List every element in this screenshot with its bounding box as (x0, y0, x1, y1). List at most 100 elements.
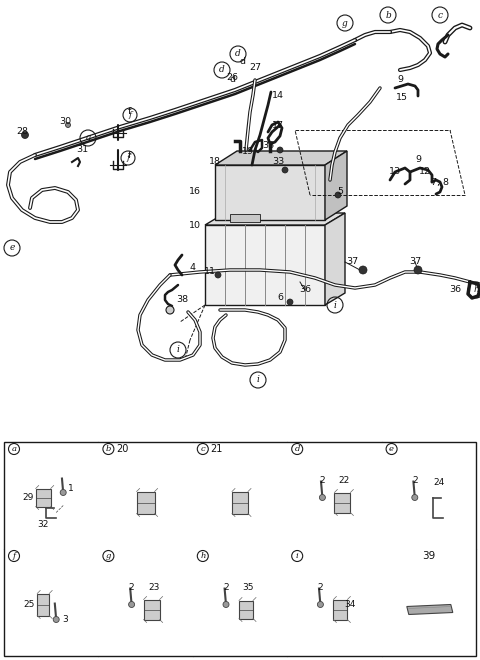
Text: 20: 20 (116, 444, 129, 454)
Circle shape (129, 601, 134, 607)
Text: 26: 26 (226, 73, 238, 82)
Text: 29: 29 (23, 493, 34, 502)
Circle shape (412, 494, 418, 500)
FancyBboxPatch shape (215, 165, 325, 220)
Text: 24: 24 (433, 478, 444, 487)
Text: h: h (200, 552, 205, 560)
Circle shape (223, 601, 229, 607)
Circle shape (22, 131, 28, 139)
Text: 38: 38 (176, 296, 188, 304)
Text: i: i (334, 300, 336, 310)
FancyBboxPatch shape (137, 492, 155, 513)
Text: 9: 9 (415, 156, 421, 164)
Text: 2: 2 (129, 583, 134, 592)
Text: 34: 34 (345, 600, 356, 609)
Circle shape (53, 616, 59, 622)
Text: 15: 15 (396, 94, 408, 102)
Polygon shape (215, 151, 347, 165)
Text: a: a (85, 133, 91, 143)
Text: 6: 6 (277, 294, 283, 302)
Circle shape (166, 306, 174, 314)
FancyBboxPatch shape (230, 214, 260, 222)
Text: f: f (12, 552, 15, 560)
FancyBboxPatch shape (335, 492, 350, 513)
Circle shape (317, 601, 324, 607)
Text: g: g (106, 552, 111, 560)
Text: 36: 36 (449, 286, 461, 294)
Circle shape (65, 123, 71, 127)
Text: i: i (177, 345, 180, 354)
Text: b: b (106, 445, 111, 453)
Circle shape (215, 272, 221, 278)
Text: a: a (12, 445, 16, 453)
Text: 33: 33 (262, 141, 274, 150)
Text: f: f (128, 150, 132, 160)
Circle shape (287, 299, 293, 305)
FancyBboxPatch shape (205, 225, 325, 305)
Text: 9: 9 (397, 75, 403, 84)
Text: 21: 21 (211, 444, 223, 454)
Text: 2: 2 (318, 583, 323, 592)
Text: d: d (229, 75, 235, 84)
Circle shape (335, 192, 341, 198)
Text: d: d (219, 65, 225, 75)
Text: b: b (385, 11, 391, 20)
FancyBboxPatch shape (334, 599, 348, 620)
Text: 2: 2 (412, 476, 418, 485)
Text: 16: 16 (189, 187, 201, 197)
Text: e: e (9, 244, 15, 253)
Text: 37: 37 (346, 257, 358, 267)
Text: g: g (342, 18, 348, 28)
Text: 2: 2 (320, 476, 325, 485)
Text: f: f (126, 154, 130, 162)
Text: 22: 22 (339, 476, 350, 485)
Circle shape (319, 494, 325, 500)
FancyBboxPatch shape (239, 601, 253, 618)
FancyBboxPatch shape (36, 488, 51, 506)
Text: 12: 12 (419, 168, 431, 176)
Text: 18: 18 (209, 158, 221, 166)
Text: c: c (437, 11, 443, 20)
Text: 3: 3 (62, 615, 68, 624)
Text: 35: 35 (242, 583, 254, 592)
FancyBboxPatch shape (4, 442, 476, 656)
Text: f: f (128, 108, 132, 117)
Text: 31: 31 (76, 145, 88, 154)
Polygon shape (407, 605, 453, 614)
Text: d: d (295, 445, 300, 453)
Circle shape (60, 490, 66, 496)
Text: i: i (296, 552, 299, 560)
Text: 5: 5 (337, 187, 343, 197)
Text: 19: 19 (242, 147, 254, 156)
Text: 37: 37 (409, 257, 421, 267)
Circle shape (282, 167, 288, 173)
FancyBboxPatch shape (144, 599, 159, 620)
Text: d: d (240, 57, 246, 67)
Circle shape (359, 266, 367, 274)
Text: 27: 27 (249, 63, 261, 71)
Text: 11: 11 (204, 267, 216, 277)
Text: c: c (201, 445, 205, 453)
FancyBboxPatch shape (232, 492, 248, 513)
Text: h: h (473, 286, 479, 294)
Text: i: i (257, 376, 259, 385)
Text: f: f (129, 111, 132, 119)
FancyBboxPatch shape (37, 593, 49, 616)
Text: 39: 39 (422, 551, 435, 561)
Text: 10: 10 (189, 220, 201, 230)
Text: 13: 13 (389, 168, 401, 176)
Text: 14: 14 (272, 90, 284, 100)
Circle shape (277, 147, 283, 153)
Text: 32: 32 (37, 520, 49, 529)
Text: d: d (235, 50, 241, 59)
Text: 17: 17 (272, 121, 284, 129)
Text: 30: 30 (59, 117, 71, 127)
Text: 33: 33 (272, 158, 284, 166)
Circle shape (414, 266, 422, 274)
Text: e: e (389, 445, 394, 453)
Polygon shape (325, 213, 345, 305)
Text: 28: 28 (16, 127, 28, 137)
Text: 2: 2 (223, 583, 229, 592)
Text: 25: 25 (24, 600, 35, 609)
Polygon shape (325, 151, 347, 220)
